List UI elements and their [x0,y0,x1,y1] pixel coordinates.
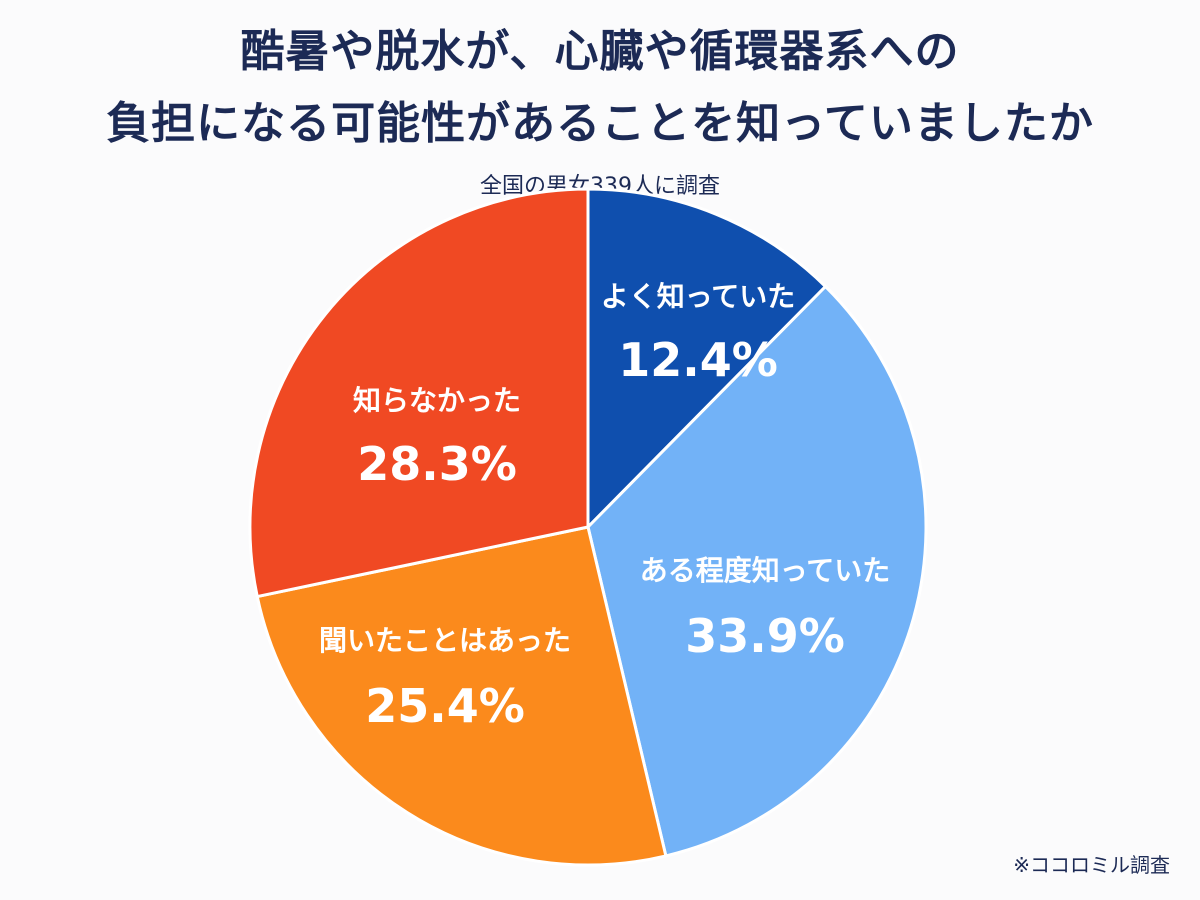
slice-label: 知らなかった [353,384,521,417]
slice-value-label: 33.9% [685,609,845,663]
chart-title-line-2: 負担になる可能性があることを知っていましたか [106,98,1094,149]
slice-label: 聞いたことはあった [319,624,571,657]
pie-slice [255,525,668,867]
chart-title-line-1: 酷暑や脱水が、心臓や循環器系への [240,26,960,77]
pie-slice [586,285,928,858]
pie-slice [586,187,827,529]
slice-value-label: 28.3% [357,437,517,491]
source-note: ※ココロミル調査 [1013,853,1170,877]
slice-label: よく知っていた [601,280,796,313]
slice-label: ある程度知っていた [640,554,891,587]
slice-value-label: 12.4% [618,333,778,387]
slice-value-label: 25.4% [365,679,525,733]
pie-slice [248,187,590,599]
